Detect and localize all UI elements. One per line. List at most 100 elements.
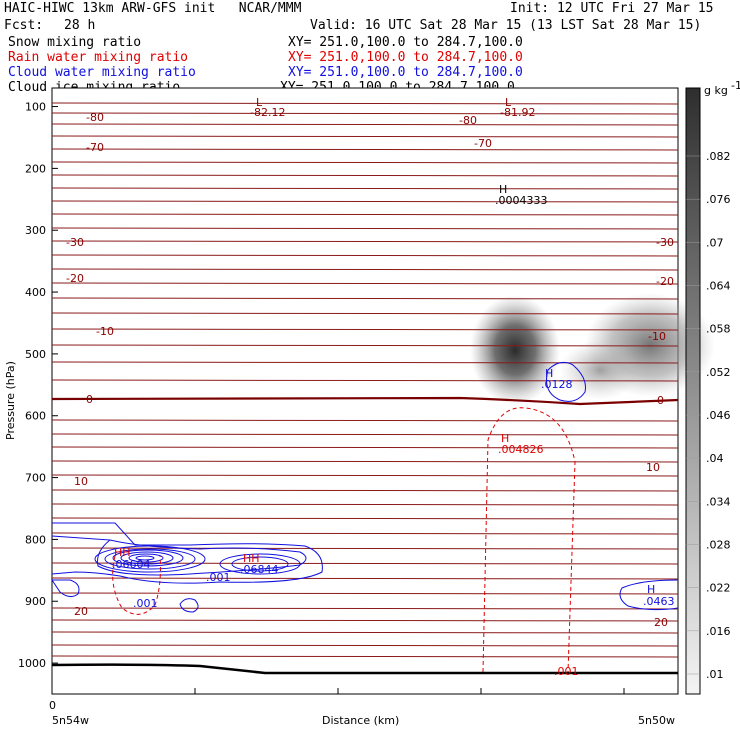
colorbar [685,87,701,695]
cloud-water-contour [112,549,184,567]
contour-label: .001 [133,597,158,610]
y-tick-label: 800 [25,533,46,546]
cloud-water-contours [51,361,679,613]
colorbar-tick-label: .046 [706,409,731,422]
isotherm-label: -30 [66,236,84,249]
rain-water-contour [482,407,576,673]
high-marker: H [499,183,507,196]
high-value: .06604 [112,558,151,571]
x-tick-label-zero: 0 [49,699,56,712]
rain-water-contour [112,555,161,615]
field-xy-rain: XY= 251.0,100.0 to 284.7,100.0 [288,50,523,65]
cloud-water-contour [51,522,323,584]
header-fcst-label: Fcst: [4,18,44,33]
cloud-water-contour [135,555,155,561]
low-value: -81.92 [500,106,535,119]
field-xy-cloudwater: XY= 251.0,100.0 to 284.7,100.0 [288,65,523,80]
isotherm-label: 10 [646,461,660,474]
colorbar-tick-label: .016 [706,625,731,638]
y-tick-label: 400 [25,286,46,299]
isotherm-label: -30 [656,236,674,249]
y-tick-label: 600 [25,410,46,423]
isotherm-label: -10 [96,325,114,338]
isotherm-label: -70 [474,137,492,150]
extrema-labels: L -82.12 L -81.92 H .0004333 H .0128 H .… [112,96,675,678]
isotherm-label: -80 [86,111,104,124]
cloud-water-contour [219,553,301,575]
isotherm-label: -20 [66,272,84,285]
cloud-water-contour [231,556,289,572]
colorbar-tick-label: .01 [706,668,724,681]
isotherm-label: -80 [459,114,477,127]
y-tick-label: 700 [25,472,46,485]
isotherm-label: 20 [74,605,88,618]
colorbar-unit-exponent: -1 [731,79,740,92]
high-marker: H [545,367,553,380]
rain-water-contours [112,407,576,673]
y-axis-title: Pressure (hPa) [4,361,17,440]
isotherm-label: 0 [86,393,93,406]
y-tick-label: 300 [25,224,46,237]
high-value: .004826 [498,443,544,456]
high-value: .06844 [240,563,279,576]
terrain-line [51,663,678,675]
colorbar-unit: g kg [704,84,728,97]
shaded-ice-core [470,295,560,405]
y-tick-label: 200 [25,162,46,175]
colorbar-tick-label: .07 [706,236,724,249]
x-axis-title: Distance (km) [322,714,399,727]
colorbar-tick-label: .064 [706,280,731,293]
y-tick-label: 100 [25,101,46,114]
high-marker: H [647,583,655,596]
low-value: -82.12 [250,106,285,119]
colorbar-ticks: .01 .016 .022 .028 .034 .04 .046 .052 .058 .064 .0… [686,150,731,681]
cloud-water-contour [546,361,586,402]
y-tick-label: 900 [25,595,46,608]
colorbar-tick-label: .034 [706,495,731,508]
colorbar-tick-label: .076 [706,193,731,206]
isotherm-labels: -80 -80 -70 -70 -30 -30 -20 -20 -10 -10 … [66,111,674,629]
field-name-snow: Snow mixing ratio [8,35,142,50]
header-valid: Valid: 16 UTC Sat 28 Mar 15 (13 LST Sat … [310,18,702,33]
field-xy-snow: XY= 251.0,100.0 to 284.7,100.0 [288,35,523,50]
colorbar-tick-label: .052 [706,366,731,379]
header-init: Init: 12 UTC Fri 27 Mar 15 [510,1,714,16]
high-value: .0128 [541,378,573,391]
high-value: .0004333 [495,194,548,207]
zero-isotherm-line [51,396,679,406]
low-marker: L [505,96,512,109]
isotherm-label: -10 [648,330,666,343]
high-marker: HH [114,546,131,559]
cloud-water-contour [128,553,164,563]
colorbar-tick-label: .04 [706,452,724,465]
cloud-water-contour [51,579,80,598]
colorbar-tick-label: .058 [706,323,731,336]
cloud-water-contour [120,551,174,565]
header-title: HAIC-HIWC 13km ARW-GFS init NCAR/MMM [4,1,302,16]
isotherm-label: -20 [656,275,674,288]
colorbar-tick-label: .028 [706,539,731,552]
isotherm-label: 10 [74,475,88,488]
colorbar-tick-label: .022 [706,582,731,595]
y-tick-label: 500 [25,348,46,361]
x-axis [51,688,625,694]
y-axis: 100 200 300 400 500 600 700 800 900 1000 [18,101,58,670]
cloud-water-contour [619,579,679,611]
isotherm-label: -70 [86,141,104,154]
isotherm-label: 20 [654,616,668,629]
shaded-ice-mid [560,340,640,400]
high-marker: HH [243,552,260,565]
y-tick-label: 1000 [18,657,46,670]
high-value: .0463 [643,595,675,608]
high-marker: H [501,432,509,445]
field-name-rain: Rain water mixing ratio [8,50,189,65]
low-marker: L [256,96,263,109]
header-fcst-value: 28 h [64,18,96,33]
colorbar-tick-label: .082 [706,150,731,163]
cloud-water-contour [94,545,206,573]
cloud-water-contour [179,598,199,613]
contour-label: .001 [206,571,231,584]
contour-label: .001 [554,665,579,678]
field-name-cloudwater: Cloud water mixing ratio [8,65,196,80]
